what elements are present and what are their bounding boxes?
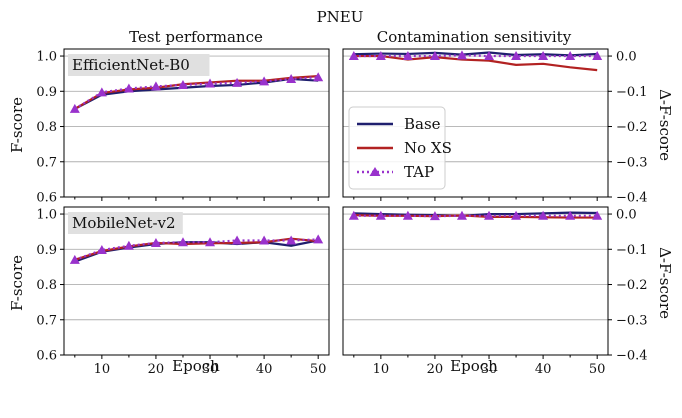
panel-r1c0-xtick-label: 40 xyxy=(256,362,273,377)
ylabel-top-right: Δ-F-score xyxy=(656,89,674,161)
ylabel-bottom-left: F-score xyxy=(8,255,26,311)
panel-r0c0-row-tag: EfficientNet-B0 xyxy=(68,54,210,76)
panel-r0c0-ytick-label: 0.6 xyxy=(36,191,57,206)
panel-r0c1-marker-tap xyxy=(592,51,602,60)
figure-title: PNEU xyxy=(317,8,364,26)
panel-r0c1-ytick-label: −0.3 xyxy=(616,155,648,170)
panel-r1c0-ytick-label: 0.8 xyxy=(36,278,57,293)
panel-r1c0-xtick-label: 10 xyxy=(94,362,111,377)
panel-r0c1-series-tap xyxy=(354,55,597,56)
panel-r0c1-ytick-label: −0.2 xyxy=(616,120,648,135)
panel-r1c1-ytick-label: −0.3 xyxy=(616,313,648,328)
panel-r1c0-row-tag-text: MobileNet-v2 xyxy=(72,214,176,232)
panel-r0c0-marker-tap xyxy=(70,104,80,113)
legend-label-tap: TAP xyxy=(404,163,434,181)
panels-group: 0.6 0.7 0.8 0.9 1.0 EfficientNet-B0 0.0 −0.1 −0.… xyxy=(36,49,647,377)
panel-r1c1-xtick-label: 30 xyxy=(481,362,498,377)
panel-r1c1-xtick-label: 10 xyxy=(373,362,390,377)
legend-label-no-xs: No XS xyxy=(404,139,452,157)
panel-r0c0-ytick-label: 0.9 xyxy=(36,85,57,100)
panel-r1c0-ytick-label: 1.0 xyxy=(36,208,57,223)
panel-r1c0-xtick-label: 30 xyxy=(202,362,219,377)
panel-r0c0-ytick-label: 1.0 xyxy=(36,50,57,65)
panel-r1c1-xtick-label: 20 xyxy=(427,362,444,377)
panel-r0c1-ytick-label: 0.0 xyxy=(616,50,637,65)
panel-r1c1-ytick-label: −0.2 xyxy=(616,278,648,293)
panel-r1c0: 0.6 0.7 0.8 0.9 1.0 10 20 30 40 50 MobileNet-v2 xyxy=(36,207,329,377)
ylabel-top-left: F-score xyxy=(8,97,26,153)
panel-r1c1-ytick-label: −0.1 xyxy=(616,243,648,258)
panel-r0c0-ytick-label: 0.8 xyxy=(36,120,57,135)
panel-r1c0-ytick-label: 0.7 xyxy=(36,313,57,328)
panel-r1c1-ytick-label: −0.4 xyxy=(616,349,648,364)
panel-r1c0-ytick-label: 0.6 xyxy=(36,349,57,364)
panel-r1c1-xtick-label: 50 xyxy=(589,362,606,377)
panel-r1c1-xtick-label: 40 xyxy=(535,362,552,377)
panel-r1c0-marker-tap xyxy=(313,234,323,243)
panel-r1c0-xtick-label: 20 xyxy=(148,362,165,377)
panel-r0c0-ytick-label: 0.7 xyxy=(36,155,57,170)
panel-r1c1-frame xyxy=(343,207,608,355)
panel-r0c1-ytick-label: −0.1 xyxy=(616,85,648,100)
column-title-test-performance: Test performance xyxy=(129,28,263,46)
panel-r0c0: 0.6 0.7 0.8 0.9 1.0 EfficientNet-B0 xyxy=(36,49,329,206)
panel-r0c0-marker-tap xyxy=(151,81,161,90)
panel-r1c0-ytick-label: 0.9 xyxy=(36,243,57,258)
ylabel-bottom-right: Δ-F-score xyxy=(656,247,674,319)
legend-label-base: Base xyxy=(404,115,441,133)
column-title-contamination-sensitivity: Contamination sensitivity xyxy=(377,28,572,46)
legend: Base No XS TAP xyxy=(349,107,452,189)
panel-r0c0-row-tag-text: EfficientNet-B0 xyxy=(72,56,190,74)
panel-r1c1: 0.0 −0.1 −0.2 −0.3 −0.4 10 20 30 40 50 xyxy=(343,207,648,377)
panel-r0c1-series-no-xs xyxy=(354,56,597,70)
panel-r1c0-row-tag: MobileNet-v2 xyxy=(68,212,183,234)
panel-r0c1-ytick-label: −0.4 xyxy=(616,191,648,206)
panel-r1c1-ytick-label: 0.0 xyxy=(616,208,637,223)
panel-r1c0-xtick-label: 50 xyxy=(310,362,327,377)
